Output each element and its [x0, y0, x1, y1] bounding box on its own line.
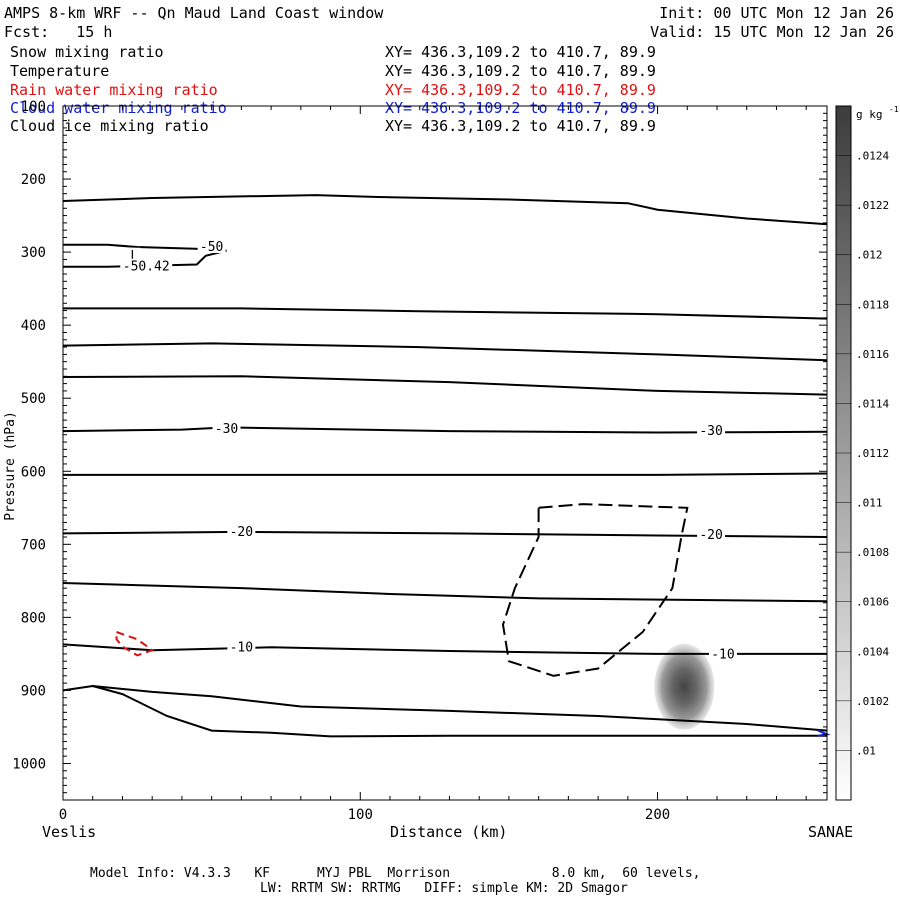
- y-tick-label: 400: [21, 318, 46, 334]
- temperature-label-6: -20: [699, 528, 722, 543]
- temperature-label-7: -10: [230, 640, 253, 655]
- x-tick-label: 200: [645, 807, 670, 823]
- temperature-label-1: L: [130, 249, 138, 264]
- model-info: Model Info: V4.3.3 KF MYJ PBL Morrison 8…: [90, 866, 701, 881]
- cloud-ice-shading: [654, 643, 715, 730]
- temperature-label-bg: [708, 646, 737, 661]
- temperature-isotherm-4: [62, 426, 828, 434]
- field-cloud-water-xy: XY= 436.3,109.2 to 410.7, 89.9: [385, 99, 656, 117]
- temperature-label-2: -50.42: [123, 260, 170, 275]
- y-tick-label: 500: [21, 391, 46, 407]
- y-axis-label: Pressure (hPa): [2, 411, 18, 521]
- field-temperature-xy: XY= 436.3,109.2 to 410.7, 89.9: [385, 62, 656, 80]
- colorbar-label: .012: [856, 249, 883, 262]
- colorbar-label: .0112: [856, 447, 889, 460]
- colorbar-label: .0122: [856, 199, 889, 212]
- y-tick-label: 1000: [12, 756, 46, 772]
- colorbar-label: .0116: [856, 348, 889, 361]
- colorbar-label: .0108: [856, 546, 889, 559]
- temperature-label-bg: [227, 523, 256, 538]
- physics-info: LW: RRTM SW: RRTMG DIFF: simple KM: 2D S…: [260, 881, 628, 896]
- colorbar-label: .01: [856, 744, 876, 757]
- field-temperature-label: Temperature: [10, 62, 110, 80]
- y-tick-label: 100: [21, 99, 46, 115]
- temperature-isotherm-2: [62, 342, 828, 362]
- temperature-label-bg: [697, 526, 726, 541]
- temperature-label-bg: [128, 247, 141, 262]
- field-snow-label: Snow mixing ratio: [10, 43, 164, 61]
- snow-mixing-contour: [501, 503, 689, 677]
- y-tick-label: 900: [21, 683, 46, 699]
- temperature-label-bg: [697, 423, 726, 438]
- temperature-isotherm-3: [62, 375, 828, 396]
- y-tick-label: 800: [21, 610, 46, 626]
- temperature-label-bg: [227, 639, 256, 654]
- colorbar-label: .0104: [856, 645, 889, 658]
- y-tick-label: 700: [21, 537, 46, 553]
- y-tick-label: 300: [21, 245, 46, 261]
- field-cloud-water-label: Cloud water mixing ratio: [10, 99, 227, 117]
- field-snow-xy: XY= 436.3,109.2 to 410.7, 89.9: [385, 43, 656, 61]
- temperature-label-3: -30: [215, 422, 238, 437]
- colorbar-label: .011: [856, 497, 883, 510]
- temperature-isotherm-9: [62, 684, 828, 732]
- x-tick-label: 0: [59, 807, 67, 823]
- field-rain-xy: XY= 436.3,109.2 to 410.7, 89.9: [385, 81, 656, 99]
- temperature-isotherm-10: [92, 685, 827, 738]
- field-rain-label: Rain water mixing ratio: [10, 81, 218, 99]
- temperature-label-4: -30: [699, 424, 722, 439]
- temperature-isotherm-7: [62, 582, 828, 603]
- plot-title: AMPS 8-km WRF -- Qn Maud Land Coast wind…: [4, 4, 384, 22]
- x-left-station: Veslis: [42, 823, 97, 841]
- colorbar-label: .0106: [856, 596, 889, 609]
- temperature-label-0: -50: [200, 240, 223, 255]
- temperature-label-bg: [197, 238, 226, 253]
- valid-time: Valid: 15 UTC Mon 12 Jan 26: [650, 23, 894, 41]
- temperature-isotherm-8: [62, 643, 827, 655]
- temperature-label-5: -20: [230, 525, 253, 540]
- plot-frame: [62, 105, 828, 801]
- temperature-isotherm-5: [63, 472, 828, 476]
- colorbar-label: .0124: [856, 150, 889, 163]
- colorbar-label: .0114: [856, 397, 889, 410]
- forecast-hour: Fcst: 15 h: [4, 23, 113, 41]
- temperature-label-8: -10: [711, 648, 734, 663]
- init-time: Init: 00 UTC Mon 12 Jan 26: [659, 4, 894, 22]
- colorbar-label: .0102: [856, 695, 889, 708]
- temperature-isotherm-0: [62, 194, 828, 226]
- colorbar-unit-exponent: -1: [889, 105, 899, 114]
- temperature-label-bg: [120, 258, 173, 273]
- x-tick-label: 100: [348, 807, 373, 823]
- colorbar-unit: g kg: [856, 108, 883, 121]
- rain-mixing-contour: [115, 630, 155, 657]
- field-cloud-ice-xy: XY= 436.3,109.2 to 410.7, 89.9: [385, 117, 656, 135]
- y-tick-label: 200: [21, 172, 46, 188]
- x-axis-label: Distance (km): [390, 823, 508, 841]
- field-cloud-ice-label: Cloud ice mixing ratio: [10, 117, 209, 135]
- x-right-station: SANAE: [808, 823, 854, 841]
- temperature-isotherm-1: [63, 307, 828, 320]
- colorbar-label: .0118: [856, 298, 889, 311]
- y-tick-label: 600: [21, 464, 46, 480]
- temperature-label-bg: [212, 420, 241, 435]
